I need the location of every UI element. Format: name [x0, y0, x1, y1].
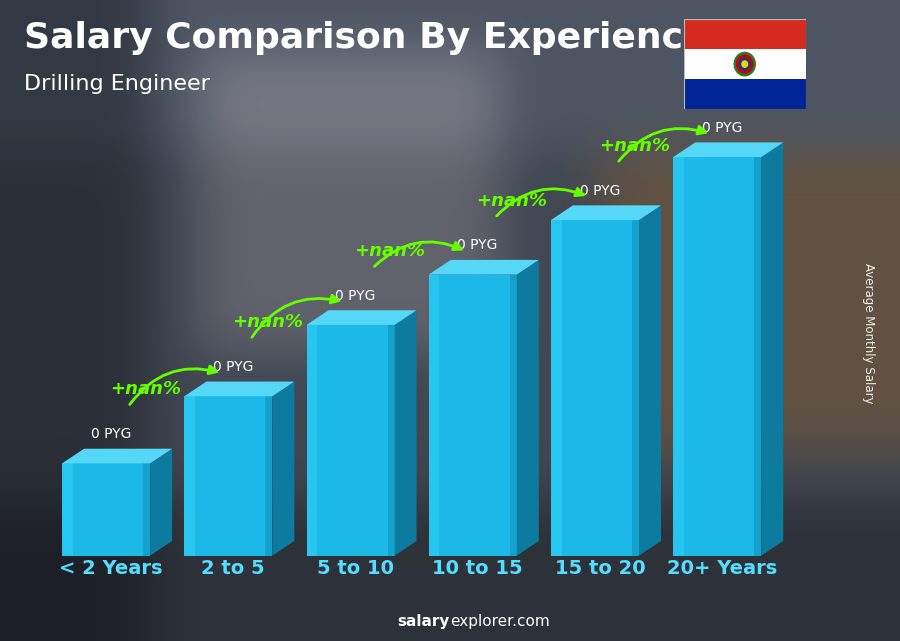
Polygon shape: [551, 205, 661, 220]
Polygon shape: [428, 260, 539, 274]
Bar: [684, 19, 806, 49]
Polygon shape: [62, 449, 172, 463]
Polygon shape: [394, 310, 417, 556]
Polygon shape: [509, 274, 517, 556]
Polygon shape: [632, 220, 639, 556]
Polygon shape: [150, 449, 172, 556]
Polygon shape: [273, 381, 294, 556]
Text: +nan%: +nan%: [355, 242, 425, 260]
Bar: [684, 49, 806, 79]
Text: 10 to 15: 10 to 15: [432, 559, 523, 578]
Text: 15 to 20: 15 to 20: [554, 559, 645, 578]
Text: 0 PYG: 0 PYG: [457, 238, 498, 253]
Polygon shape: [143, 463, 150, 556]
Polygon shape: [184, 396, 195, 556]
Text: +nan%: +nan%: [598, 137, 670, 155]
Circle shape: [734, 53, 755, 76]
Polygon shape: [388, 325, 394, 556]
Polygon shape: [673, 157, 761, 556]
Polygon shape: [184, 396, 273, 556]
Polygon shape: [307, 325, 394, 556]
Text: +nan%: +nan%: [232, 313, 303, 331]
Text: 0 PYG: 0 PYG: [91, 427, 131, 441]
Text: salary: salary: [398, 614, 450, 629]
Polygon shape: [62, 463, 73, 556]
Text: Average Monthly Salary: Average Monthly Salary: [862, 263, 875, 404]
Text: 0 PYG: 0 PYG: [213, 360, 254, 374]
Polygon shape: [639, 205, 661, 556]
Circle shape: [742, 61, 748, 67]
Text: 20+ Years: 20+ Years: [667, 559, 778, 578]
Polygon shape: [517, 260, 539, 556]
Text: 2 to 5: 2 to 5: [202, 559, 265, 578]
Text: +nan%: +nan%: [110, 380, 181, 398]
Circle shape: [740, 58, 750, 70]
Polygon shape: [266, 396, 273, 556]
Polygon shape: [761, 142, 783, 556]
Bar: [684, 79, 806, 109]
Text: 0 PYG: 0 PYG: [336, 288, 375, 303]
Text: explorer.com: explorer.com: [450, 614, 550, 629]
Polygon shape: [551, 220, 562, 556]
Text: 0 PYG: 0 PYG: [580, 184, 620, 198]
Text: Salary Comparison By Experience: Salary Comparison By Experience: [23, 21, 707, 54]
Polygon shape: [428, 274, 517, 556]
Text: Drilling Engineer: Drilling Engineer: [23, 74, 210, 94]
Text: 5 to 10: 5 to 10: [317, 559, 394, 578]
Polygon shape: [754, 157, 761, 556]
Polygon shape: [307, 325, 317, 556]
Polygon shape: [673, 157, 684, 556]
Polygon shape: [551, 220, 639, 556]
Polygon shape: [428, 274, 439, 556]
Text: 0 PYG: 0 PYG: [702, 121, 742, 135]
Polygon shape: [184, 381, 294, 396]
Circle shape: [736, 55, 752, 73]
Text: +nan%: +nan%: [476, 192, 547, 210]
Polygon shape: [673, 142, 783, 157]
Text: < 2 Years: < 2 Years: [59, 559, 163, 578]
Polygon shape: [62, 463, 150, 556]
Polygon shape: [307, 310, 417, 325]
